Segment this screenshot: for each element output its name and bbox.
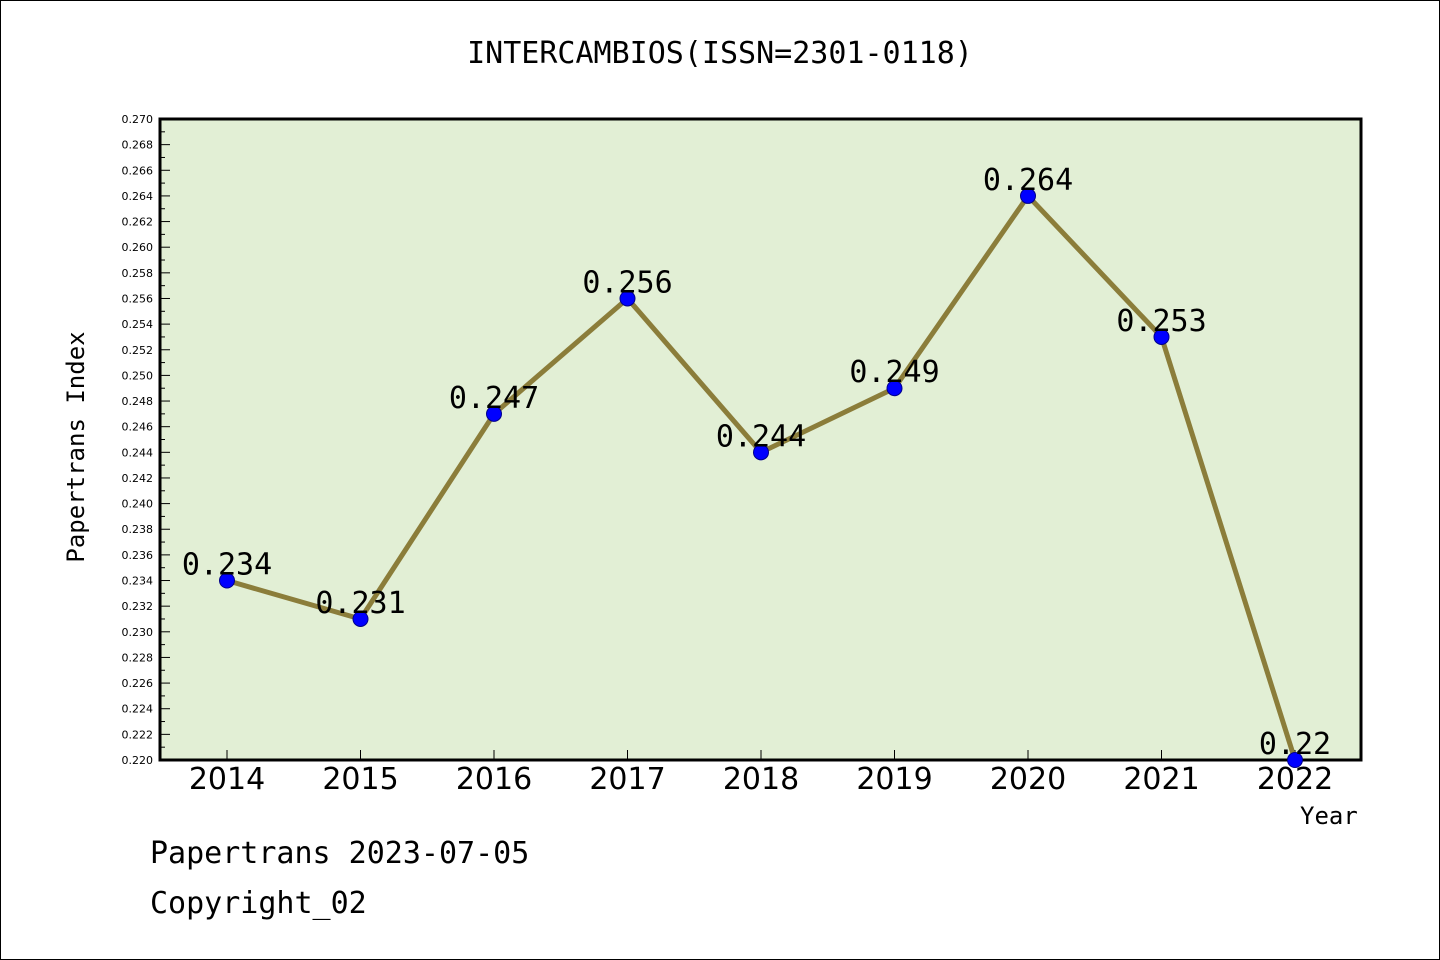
- x-tick-label: 2018: [723, 762, 799, 797]
- data-label: 0.244: [716, 419, 806, 454]
- x-tick-label: 2021: [1123, 762, 1199, 797]
- y-tick-label: 0.252: [122, 344, 154, 357]
- y-tick-label: 0.242: [122, 472, 154, 485]
- y-tick-label: 0.264: [122, 190, 154, 203]
- data-point-marker: [219, 572, 235, 589]
- y-tick-label: 0.238: [122, 523, 154, 536]
- data-label: 0.22: [1259, 727, 1331, 762]
- x-tick-label: 2015: [322, 762, 398, 797]
- y-tick-label: 0.250: [122, 369, 154, 382]
- y-tick-label: 0.268: [122, 139, 154, 152]
- y-tick-label: 0.224: [122, 703, 154, 716]
- x-tick-label: 2014: [189, 762, 265, 797]
- data-point-marker: [1153, 328, 1170, 345]
- data-point-marker: [1287, 752, 1303, 768]
- data-label: 0.231: [315, 586, 405, 621]
- footer-date-text: Papertrans 2023-07-05: [150, 836, 530, 871]
- y-axis-ticks: 0.220 0.222 0.224 0.226 0.228 0.230 0.232 0.234…: [122, 113, 170, 767]
- x-axis-label: Year: [1300, 802, 1358, 830]
- y-tick-label: 0.232: [122, 600, 154, 613]
- data-point-marker: [1020, 187, 1036, 204]
- data-label: 0.249: [849, 355, 939, 390]
- y-tick-label: 0.220: [122, 754, 154, 767]
- y-tick-label: 0.270: [122, 113, 154, 126]
- y-tick-label: 0.228: [122, 651, 154, 664]
- data-label: 0.264: [983, 163, 1073, 198]
- y-tick-label: 0.262: [122, 216, 154, 229]
- chart-title: INTERCAMBIOS(ISSN=2301-0118): [467, 36, 973, 71]
- y-tick-label: 0.240: [122, 498, 154, 511]
- data-point-marker: [619, 290, 636, 307]
- x-tick-label: 2017: [589, 762, 665, 797]
- x-tick-label: 2020: [990, 762, 1066, 797]
- y-tick-label: 0.234: [122, 575, 154, 588]
- footer-copyright-text: Copyright_02: [150, 886, 367, 921]
- y-tick-label: 0.226: [122, 677, 154, 690]
- data-label: 0.247: [449, 381, 539, 416]
- data-label: 0.253: [1116, 304, 1206, 339]
- y-tick-label: 0.222: [122, 728, 154, 741]
- data-labels: 0.234 0.231 0.247 0.256 0.244 0.249 0.264 0.253…: [182, 163, 1331, 762]
- y-tick-label: 0.244: [122, 446, 154, 459]
- y-tick-label: 0.248: [122, 395, 154, 408]
- y-tick-label: 0.254: [122, 318, 154, 331]
- x-tick-label: 2016: [456, 762, 532, 797]
- y-tick-label: 0.236: [122, 549, 154, 562]
- x-axis-ticks: 2014 2015 2016 2017 2018 2019 2020 2021 2022: [189, 750, 1333, 797]
- data-point-marker: [352, 610, 369, 627]
- y-tick-label: 0.258: [122, 267, 154, 280]
- y-tick-label: 0.260: [122, 241, 154, 254]
- data-point-marker: [486, 405, 502, 422]
- y-tick-label: 0.266: [122, 164, 154, 177]
- x-tick-label: 2019: [856, 762, 932, 797]
- y-tick-label: 0.256: [122, 292, 154, 305]
- plot-area: [158, 117, 1363, 762]
- y-tick-label: 0.230: [122, 626, 154, 639]
- data-label: 0.234: [182, 548, 272, 583]
- data-label: 0.256: [582, 265, 672, 300]
- data-point-marker: [886, 380, 903, 397]
- data-markers: [219, 187, 1303, 768]
- data-point-marker: [753, 444, 769, 461]
- y-tick-label: 0.246: [122, 421, 154, 434]
